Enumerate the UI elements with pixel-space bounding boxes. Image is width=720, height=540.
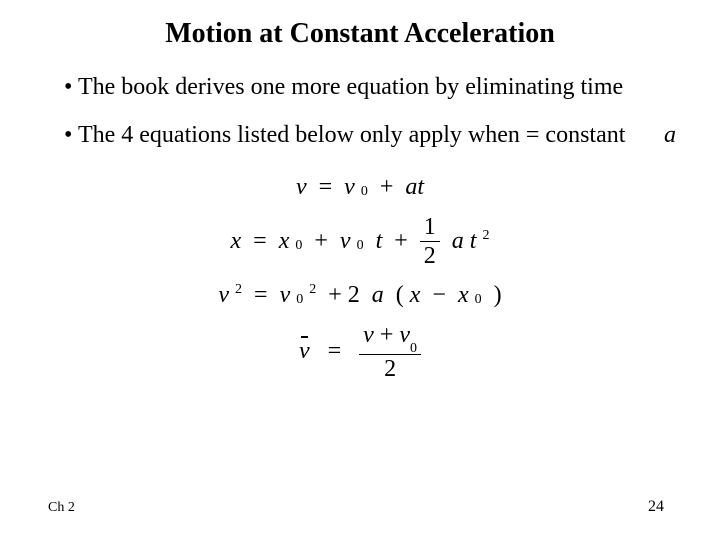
chapter-label: Ch 2 [48,500,75,516]
variable-a: a [664,120,676,150]
equation-3: v2 = v02 + 2 a (x − x0 ) [218,282,501,309]
equation-2: x = x0 + v0 t + 12 a t2 [231,215,490,268]
slide-title: Motion at Constant Acceleration [100,18,620,50]
page-number: 24 [648,498,664,516]
bullet-1: • The book derives one more equation by … [40,72,680,102]
slide: Motion at Constant Acceleration • The bo… [0,0,720,540]
bullet-2-text: • The 4 equations listed below only appl… [64,122,625,148]
equation-4: v = v + v0 2 [299,323,421,381]
bullet-2: • The 4 equations listed below only appl… [40,120,680,150]
equation-1: v = v0 + at [296,174,424,201]
equations-block: v = v0 + at x = x0 + v0 t + 12 a t2 v2 =… [40,174,680,381]
